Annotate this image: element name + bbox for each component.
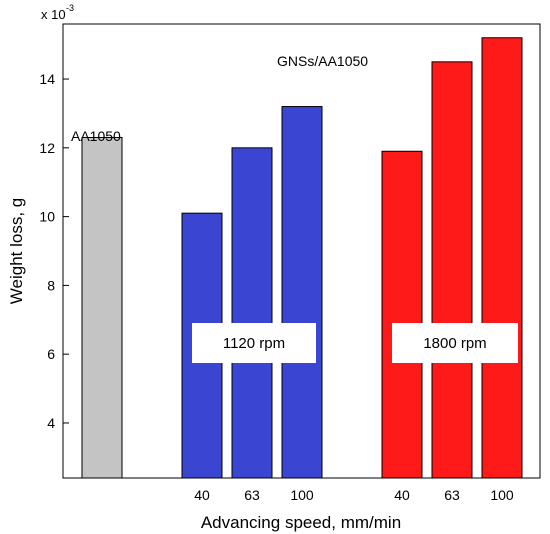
composite-annotation: GNSs/AA1050 xyxy=(277,53,368,69)
baseline-annotation: AA1050 xyxy=(71,128,121,144)
y-tick-label: 6 xyxy=(47,346,55,362)
x-tick-label: 63 xyxy=(244,487,260,503)
x-tick-label: 100 xyxy=(290,487,314,503)
group-1800-label-box xyxy=(392,323,518,363)
x-axis-label: Advancing speed, mm/min xyxy=(201,513,401,532)
y-axis-exponent: -3 xyxy=(66,3,74,13)
bar-1120-rpm-63 xyxy=(231,147,273,479)
group-1120-label-box xyxy=(192,323,316,363)
x-tick-label: 40 xyxy=(394,487,410,503)
bar-1800-rpm-63 xyxy=(431,61,473,479)
x-tick-label: 40 xyxy=(194,487,210,503)
y-axis-multiplier: x 10 xyxy=(41,7,66,22)
x-tick-label: 63 xyxy=(444,487,460,503)
y-tick-label: 12 xyxy=(39,140,55,156)
bar-1800-rpm-100 xyxy=(481,37,523,479)
x-axis-tick-labels: 40 63 100 40 63 100 xyxy=(194,487,514,503)
y-tick-label: 8 xyxy=(47,277,55,293)
y-tick-label: 14 xyxy=(39,71,55,87)
y-axis-label: Weight loss, g xyxy=(7,198,26,304)
group-1800-label: 1800 rpm xyxy=(423,335,486,352)
y-axis-ticks: 4 6 8 10 12 14 xyxy=(39,71,69,431)
x-tick-label: 100 xyxy=(490,487,514,503)
bar-aa1050-base xyxy=(81,137,123,479)
bar-1120-rpm-100 xyxy=(281,106,323,479)
group-1120-label: 1120 rpm xyxy=(223,335,285,352)
bar-1800-rpm-40 xyxy=(381,150,423,479)
bars-layer xyxy=(81,37,523,479)
y-tick-label: 10 xyxy=(39,209,55,225)
y-tick-label: 4 xyxy=(47,415,55,431)
